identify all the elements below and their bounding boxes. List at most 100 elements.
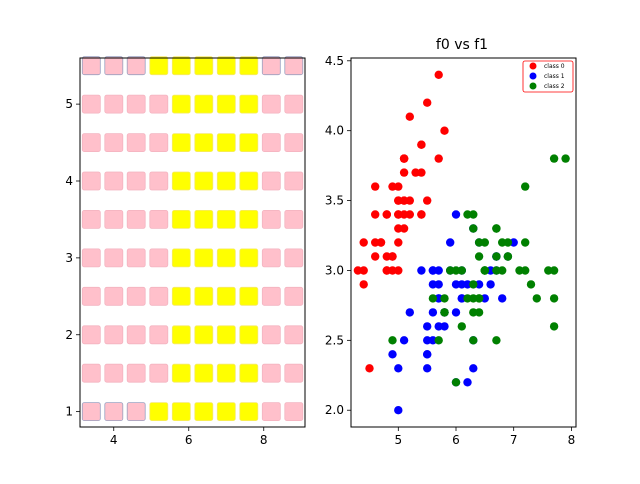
region-cell <box>194 402 214 422</box>
point-class-0 <box>353 266 363 275</box>
point-class-2 <box>549 154 559 163</box>
region-cells <box>81 56 304 422</box>
point-class-2 <box>549 294 559 303</box>
point-class-2 <box>498 266 507 275</box>
y-tick-label: 4.5 <box>325 54 344 68</box>
region-cell <box>261 325 281 345</box>
region-cell <box>216 209 236 229</box>
point-class-2 <box>492 266 501 275</box>
region-cell <box>261 209 281 229</box>
point-class-1 <box>486 266 495 275</box>
point-class-2 <box>451 378 461 387</box>
region-cell <box>149 248 169 268</box>
region-cell <box>239 325 259 345</box>
region-cell <box>81 325 101 345</box>
point-class-0 <box>417 168 426 177</box>
point-class-2 <box>469 336 478 345</box>
region-cell <box>104 171 124 191</box>
region-cell <box>126 94 146 114</box>
point-class-1 <box>486 280 495 289</box>
point-class-2 <box>561 154 570 163</box>
region-cell <box>126 325 146 345</box>
point-class-0 <box>394 196 403 205</box>
region-cell <box>149 286 169 306</box>
point-class-2 <box>474 294 484 303</box>
y-tick-label: 2 <box>65 328 73 342</box>
region-cell <box>261 248 281 268</box>
region-cell <box>216 325 236 345</box>
region-cell <box>261 133 281 153</box>
point-class-1 <box>399 336 409 345</box>
point-class-2 <box>532 294 541 303</box>
region-cell <box>239 56 259 76</box>
point-class-2 <box>498 238 507 247</box>
point-class-1 <box>428 266 438 275</box>
region-cell <box>239 94 259 114</box>
point-class-2 <box>544 266 553 275</box>
region-cell <box>81 94 101 114</box>
point-class-2 <box>457 322 466 331</box>
point-class-0 <box>405 112 414 121</box>
region-cell <box>261 94 281 114</box>
point-class-2 <box>521 182 530 191</box>
point-class-0 <box>394 224 403 233</box>
point-class-2 <box>469 210 478 219</box>
point-class-1 <box>423 364 432 373</box>
region-cell <box>216 56 236 76</box>
point-class-1 <box>405 308 414 317</box>
point-class-1 <box>394 364 403 373</box>
point-class-1 <box>388 350 397 359</box>
point-class-0 <box>440 126 449 135</box>
legend-label: class 0 <box>544 63 565 70</box>
right-axes-frame <box>350 57 577 428</box>
right-y-axis: 2.0 2.5 3.0 3.5 4.0 4.5 <box>325 54 351 417</box>
y-tick-label: 3.5 <box>325 194 344 208</box>
point-class-2 <box>469 224 478 233</box>
region-cell <box>81 248 101 268</box>
legend-label: class 2 <box>544 83 565 90</box>
region-cell <box>104 363 124 383</box>
point-class-1 <box>498 294 507 303</box>
point-class-2 <box>440 308 449 317</box>
x-tick-label: 8 <box>260 433 268 447</box>
region-cell <box>149 325 169 345</box>
point-class-0 <box>399 210 409 219</box>
region-cell <box>126 402 146 422</box>
point-class-2 <box>434 336 443 345</box>
point-class-0 <box>394 238 403 247</box>
region-cell <box>81 171 101 191</box>
region-cell <box>104 133 124 153</box>
point-class-2 <box>428 294 438 303</box>
region-cell <box>194 286 214 306</box>
legend: class 0 class 1 class 2 <box>522 60 574 93</box>
point-class-0 <box>371 210 380 219</box>
point-class-2 <box>457 266 466 275</box>
region-cell <box>81 363 101 383</box>
y-tick-label: 4.0 <box>325 124 344 138</box>
point-class-0 <box>359 238 368 247</box>
point-class-2 <box>526 280 536 289</box>
point-class-1 <box>434 322 443 331</box>
region-cell <box>284 325 304 345</box>
point-class-2 <box>474 238 484 247</box>
decision-region-panel: 4 6 8 1 2 3 4 5 <box>65 56 306 447</box>
y-tick-label: 3 <box>65 251 73 265</box>
point-class-1 <box>440 322 449 331</box>
region-cell <box>171 402 191 422</box>
region-cell <box>284 248 304 268</box>
point-class-2 <box>549 322 559 331</box>
region-cell <box>216 286 236 306</box>
point-class-1 <box>434 280 443 289</box>
point-class-2 <box>549 266 559 275</box>
point-class-0 <box>423 98 432 107</box>
region-cell <box>126 133 146 153</box>
point-class-1 <box>428 280 438 289</box>
point-class-0 <box>405 196 414 205</box>
y-tick-label: 3.0 <box>325 263 344 277</box>
region-cell <box>216 133 236 153</box>
region-cell <box>284 133 304 153</box>
region-cell <box>171 325 191 345</box>
point-class-1 <box>394 406 403 415</box>
region-cell <box>171 363 191 383</box>
